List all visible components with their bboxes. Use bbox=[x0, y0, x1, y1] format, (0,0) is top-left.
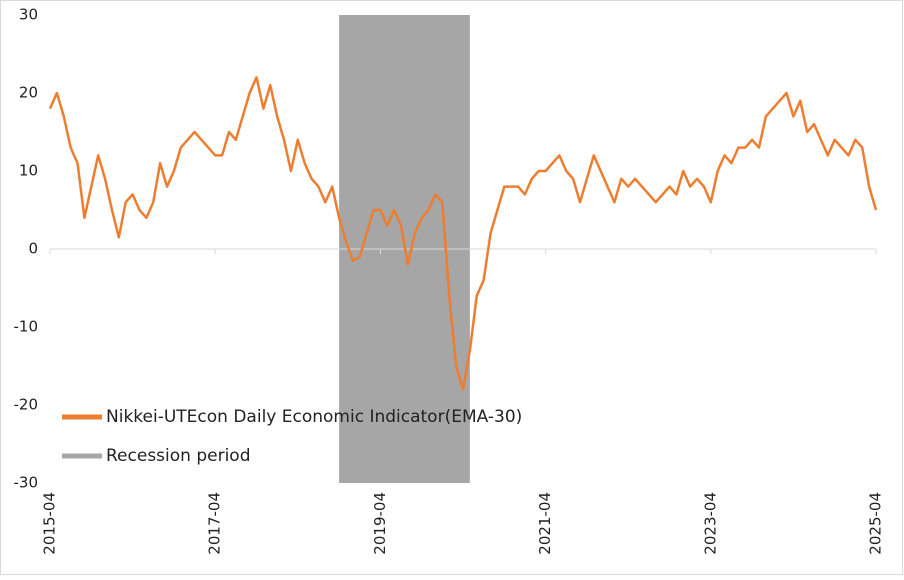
y-tick-label: -20 bbox=[14, 396, 39, 414]
y-tick-label: 30 bbox=[19, 6, 38, 24]
x-tick-label: 2023-04 bbox=[701, 492, 719, 555]
y-tick-label: 20 bbox=[19, 84, 38, 102]
x-tick-label: 2019-04 bbox=[371, 492, 389, 555]
x-tick-label: 2015-04 bbox=[41, 492, 59, 555]
legend-label: Nikkei-UTEcon Daily Economic Indicator(E… bbox=[106, 407, 522, 427]
y-tick-label: 0 bbox=[28, 240, 38, 258]
y-tick-label: 10 bbox=[19, 162, 38, 180]
x-tick-label: 2025-04 bbox=[867, 492, 885, 555]
x-tick-label: 2021-04 bbox=[536, 492, 554, 555]
y-tick-label: -30 bbox=[14, 474, 39, 492]
y-tick-label: -10 bbox=[14, 318, 39, 336]
legend-label: Recession period bbox=[106, 446, 250, 466]
line bbox=[48, 76, 878, 391]
x-tick-label: 2017-04 bbox=[206, 492, 224, 555]
